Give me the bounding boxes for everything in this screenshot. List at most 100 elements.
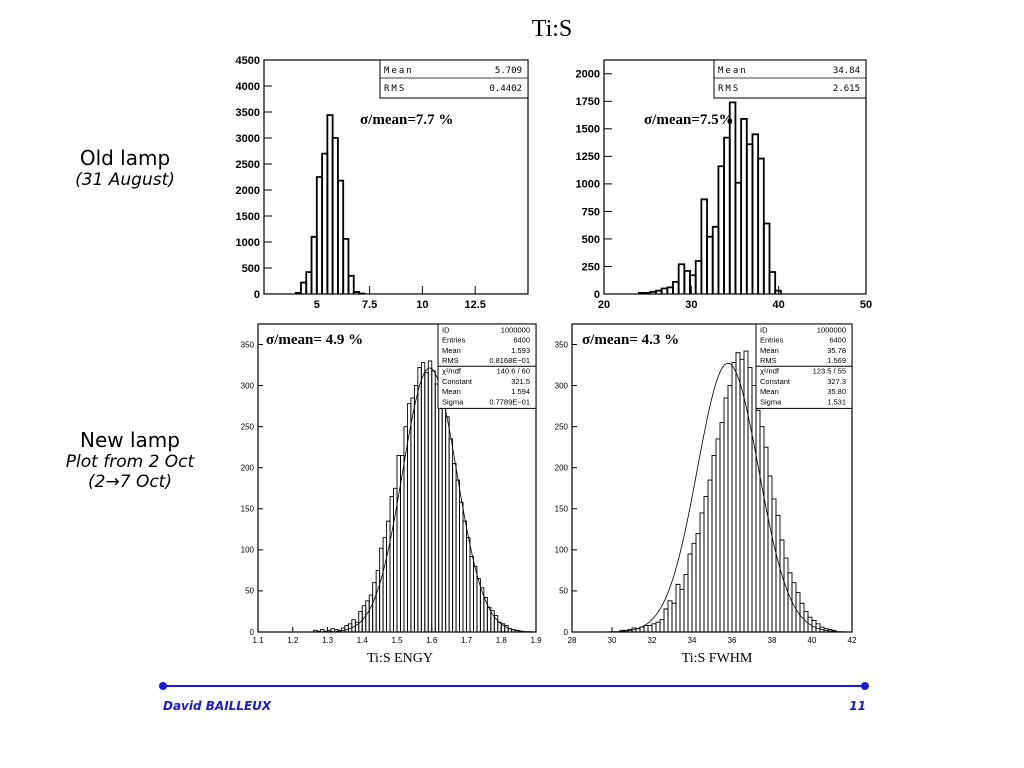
stats-label: Mean: [760, 346, 779, 355]
x-tick-label: 36: [728, 636, 737, 645]
histogram-bin: [420, 362, 426, 632]
y-tick-label: 0: [250, 628, 255, 637]
histogram-bin: [434, 383, 440, 632]
histogram-bin: [342, 237, 350, 294]
stats-value: 1.569: [827, 356, 846, 365]
new-engy-xlabel: Ti:S ENGY: [366, 651, 433, 666]
histogram-bin: [711, 454, 717, 632]
histogram-bin: [445, 416, 450, 632]
histogram-bin: [438, 408, 443, 632]
page-title: Ti:S: [531, 16, 573, 42]
stats-value: 6400: [513, 336, 530, 345]
y-tick-label: 150: [241, 505, 255, 514]
histogram-bin: [427, 360, 433, 632]
histogram-bin: [731, 362, 737, 632]
stats-label: Entries: [760, 336, 784, 345]
stats-label: ID: [760, 325, 768, 334]
stats-label: RMS: [442, 356, 459, 365]
x-tick-label: 1.8: [496, 636, 508, 645]
histogram-bin: [493, 615, 499, 632]
y-tick-label: 500: [582, 234, 600, 246]
x-tick-label: 10: [416, 299, 428, 311]
histogram-bin: [452, 463, 457, 632]
stats-label: Mean: [718, 66, 748, 76]
stats-value: 140.6 / 60: [497, 367, 530, 376]
histogram-bin: [386, 520, 391, 632]
new-fwhm-histogram: 0 50 100 150 200 250 300 350 28 30 32 34 36 38 40 42 ID 1…: [555, 323, 857, 645]
histogram-bin: [410, 397, 415, 632]
y-tick-label: 500: [242, 263, 260, 275]
histogram-bin: [389, 496, 394, 632]
footer-divider-start-dot: [159, 682, 167, 690]
y-tick-label: 200: [241, 464, 255, 473]
stats-label: RMS: [718, 84, 740, 94]
stats-value: 123.5 / 55: [813, 367, 846, 376]
histogram-bin: [417, 367, 422, 632]
stats-label: ID: [442, 325, 450, 334]
stats-label: Mean: [760, 387, 779, 396]
histogram-bin: [723, 397, 729, 632]
stats-value: 321.5: [511, 377, 530, 386]
histogram-bin: [719, 422, 725, 632]
stats-value: 5.709: [495, 66, 522, 76]
stats-value: 1000000: [501, 325, 530, 334]
y-tick-label: 4500: [236, 55, 260, 67]
x-tick-label: 50: [860, 299, 872, 311]
stats-label: χ²/ndf: [442, 367, 462, 376]
stats-value: 0.4402: [489, 84, 522, 94]
x-tick-label: 1.2: [287, 636, 299, 645]
stats-value: 34.84: [833, 66, 860, 76]
histogram-bin: [771, 498, 777, 632]
new-lamp-subtitle: Plot from 2 Oct: [65, 452, 195, 472]
x-tick-label: 7.5: [362, 299, 377, 311]
new-engy-histogram: 0 50 100 150 200 250 300 350 1.1 1.2 1.3 1.4 1.5 1.6 1…: [241, 323, 542, 645]
histogram-bin: [476, 578, 481, 632]
histogram-bin: [699, 512, 705, 632]
x-tick-label: 5: [314, 299, 320, 311]
histogram-bin: [337, 179, 345, 294]
histogram-bin: [775, 514, 781, 632]
old-lamp-date: (31 August): [75, 170, 175, 190]
y-tick-label: 1500: [236, 211, 260, 223]
histogram-bin: [687, 553, 693, 632]
histogram-bin: [643, 624, 649, 632]
stats-box: [713, 59, 867, 99]
histogram-bin: [787, 572, 793, 632]
histogram-bin: [655, 621, 661, 632]
histogram-bin: [707, 479, 713, 632]
y-tick-label: 3000: [236, 133, 260, 145]
y-tick-label: 1000: [236, 237, 260, 249]
stats-label: RMS: [384, 84, 406, 94]
new-lamp-title: New lamp: [80, 428, 180, 452]
histogram-bin: [774, 289, 782, 294]
histogram-bin: [755, 409, 761, 632]
x-tick-label: 1.6: [426, 636, 438, 645]
y-tick-label: 100: [555, 546, 569, 555]
stats-value: 0.8168E−01: [489, 356, 530, 365]
histogram-bin: [382, 537, 388, 632]
y-tick-label: 2000: [236, 185, 260, 197]
histogram-bin: [448, 438, 454, 632]
sigma-over-mean-annotation: σ/mean=7.5%: [644, 112, 734, 128]
stats-value: 35.80: [827, 387, 846, 396]
stats-value: 6400: [829, 336, 846, 345]
old-lamp-label: Old lamp (31 August): [55, 146, 195, 190]
stats-value: 1.531: [827, 397, 846, 406]
old-engy-histogram: 0 500 1000 1500 2000 2500 3000 3500 4000 4500 5 7.5…: [236, 55, 529, 311]
y-tick-label: 300: [241, 381, 255, 390]
footer-divider-end-dot: [861, 682, 869, 690]
y-tick-label: 300: [555, 381, 569, 390]
histogram-bin: [727, 385, 733, 632]
histogram-bin: [459, 501, 464, 632]
old-fwhm-histogram: 0 250 500 750 1000 1250 1500 1750 2000 20 30 40 50 Me…: [576, 59, 872, 311]
y-tick-label: 350: [241, 340, 255, 349]
y-tick-label: 200: [555, 464, 569, 473]
stats-label: Sigma: [442, 397, 464, 406]
histogram-bin: [739, 358, 745, 632]
y-tick-label: 0: [254, 289, 260, 301]
stats-label: Mean: [442, 346, 461, 355]
x-tick-label: 30: [608, 636, 617, 645]
stats-value: 2.615: [833, 84, 860, 94]
histogram-bin: [441, 403, 447, 632]
histogram-bin: [715, 438, 721, 632]
